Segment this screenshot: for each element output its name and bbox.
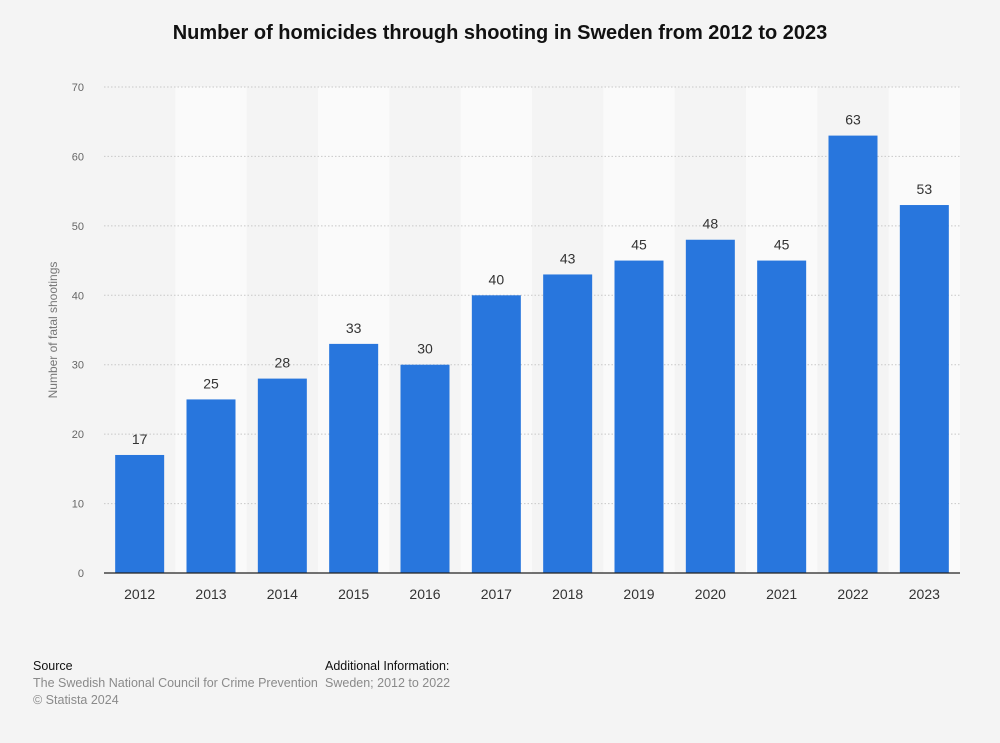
- y-tick-label: 60: [72, 151, 84, 163]
- x-tick-label-2022: 2022: [837, 586, 868, 602]
- gridlines: [104, 86, 960, 505]
- source-text[interactable]: The Swedish National Council for Crime P…: [33, 676, 318, 690]
- data-label-2014: 28: [275, 355, 291, 371]
- x-tick-label-2016: 2016: [409, 586, 440, 602]
- bar-2016: [400, 364, 450, 573]
- data-label-2017: 40: [489, 271, 505, 287]
- data-label-2023: 53: [917, 181, 933, 197]
- bar-2013: [186, 399, 236, 573]
- bar-2021: [757, 260, 807, 573]
- data-label-2021: 45: [774, 237, 790, 253]
- copyright-text: © Statista 2024: [33, 693, 119, 707]
- source-block: Source The Swedish National Council for …: [33, 658, 318, 709]
- data-label-2022: 63: [845, 112, 861, 128]
- additional-info-text: Sweden; 2012 to 2022: [325, 676, 451, 690]
- bar-2019: [614, 260, 664, 573]
- data-label-2019: 45: [631, 237, 647, 253]
- y-tick-label: 50: [72, 221, 84, 233]
- y-tick-label: 10: [72, 499, 84, 511]
- x-tick-label-2021: 2021: [766, 586, 797, 602]
- data-label-2015: 33: [346, 320, 362, 336]
- data-label-2013: 25: [203, 375, 219, 391]
- bars: [115, 135, 949, 573]
- x-tick-labels: 2012 2013 2014 2015 2016 2017 2018 2019 2020 2021…: [124, 586, 940, 602]
- bar-2023: [899, 205, 949, 573]
- y-axis-label: Number of fatal shootings: [46, 262, 60, 399]
- bar-2020: [685, 239, 735, 573]
- data-label-2012: 17: [132, 431, 148, 447]
- y-tick-label: 20: [72, 429, 84, 441]
- chart-title: Number of homicides through shooting in …: [172, 22, 828, 44]
- data-labels: 17 25 28 33 30 40 43 45 48 45 63 53: [132, 112, 932, 447]
- x-tick-label-2018: 2018: [552, 586, 583, 602]
- x-tick-label-2019: 2019: [623, 586, 654, 602]
- x-tick-label-2015: 2015: [338, 586, 369, 602]
- x-tick-label-2017: 2017: [481, 586, 512, 602]
- y-tick-label: 70: [72, 82, 84, 94]
- bar-2017: [471, 295, 521, 573]
- source-heading: Source: [33, 659, 73, 673]
- additional-info-block: Additional Information: Sweden; 2012 to …: [325, 658, 450, 692]
- x-tick-label-2014: 2014: [267, 586, 298, 602]
- x-tick-label-2023: 2023: [909, 586, 940, 602]
- y-tick-label: 30: [72, 360, 84, 372]
- data-label-2020: 48: [703, 216, 719, 232]
- y-tick-label: 0: [78, 568, 84, 580]
- data-label-2016: 30: [417, 341, 433, 357]
- y-tick-labels: 0 10 20 30 40 50 60 70: [72, 82, 84, 580]
- x-tick-label-2013: 2013: [195, 586, 226, 602]
- x-tick-label-2020: 2020: [695, 586, 726, 602]
- bar-2012: [115, 454, 165, 573]
- additional-info-heading: Additional Information:: [325, 659, 450, 673]
- bar-2018: [543, 274, 593, 573]
- x-tick-label-2012: 2012: [124, 586, 155, 602]
- y-tick-label: 40: [72, 290, 84, 302]
- bar-2014: [257, 378, 307, 573]
- bar-2015: [329, 343, 379, 573]
- data-label-2018: 43: [560, 250, 576, 266]
- bar-2022: [828, 135, 878, 573]
